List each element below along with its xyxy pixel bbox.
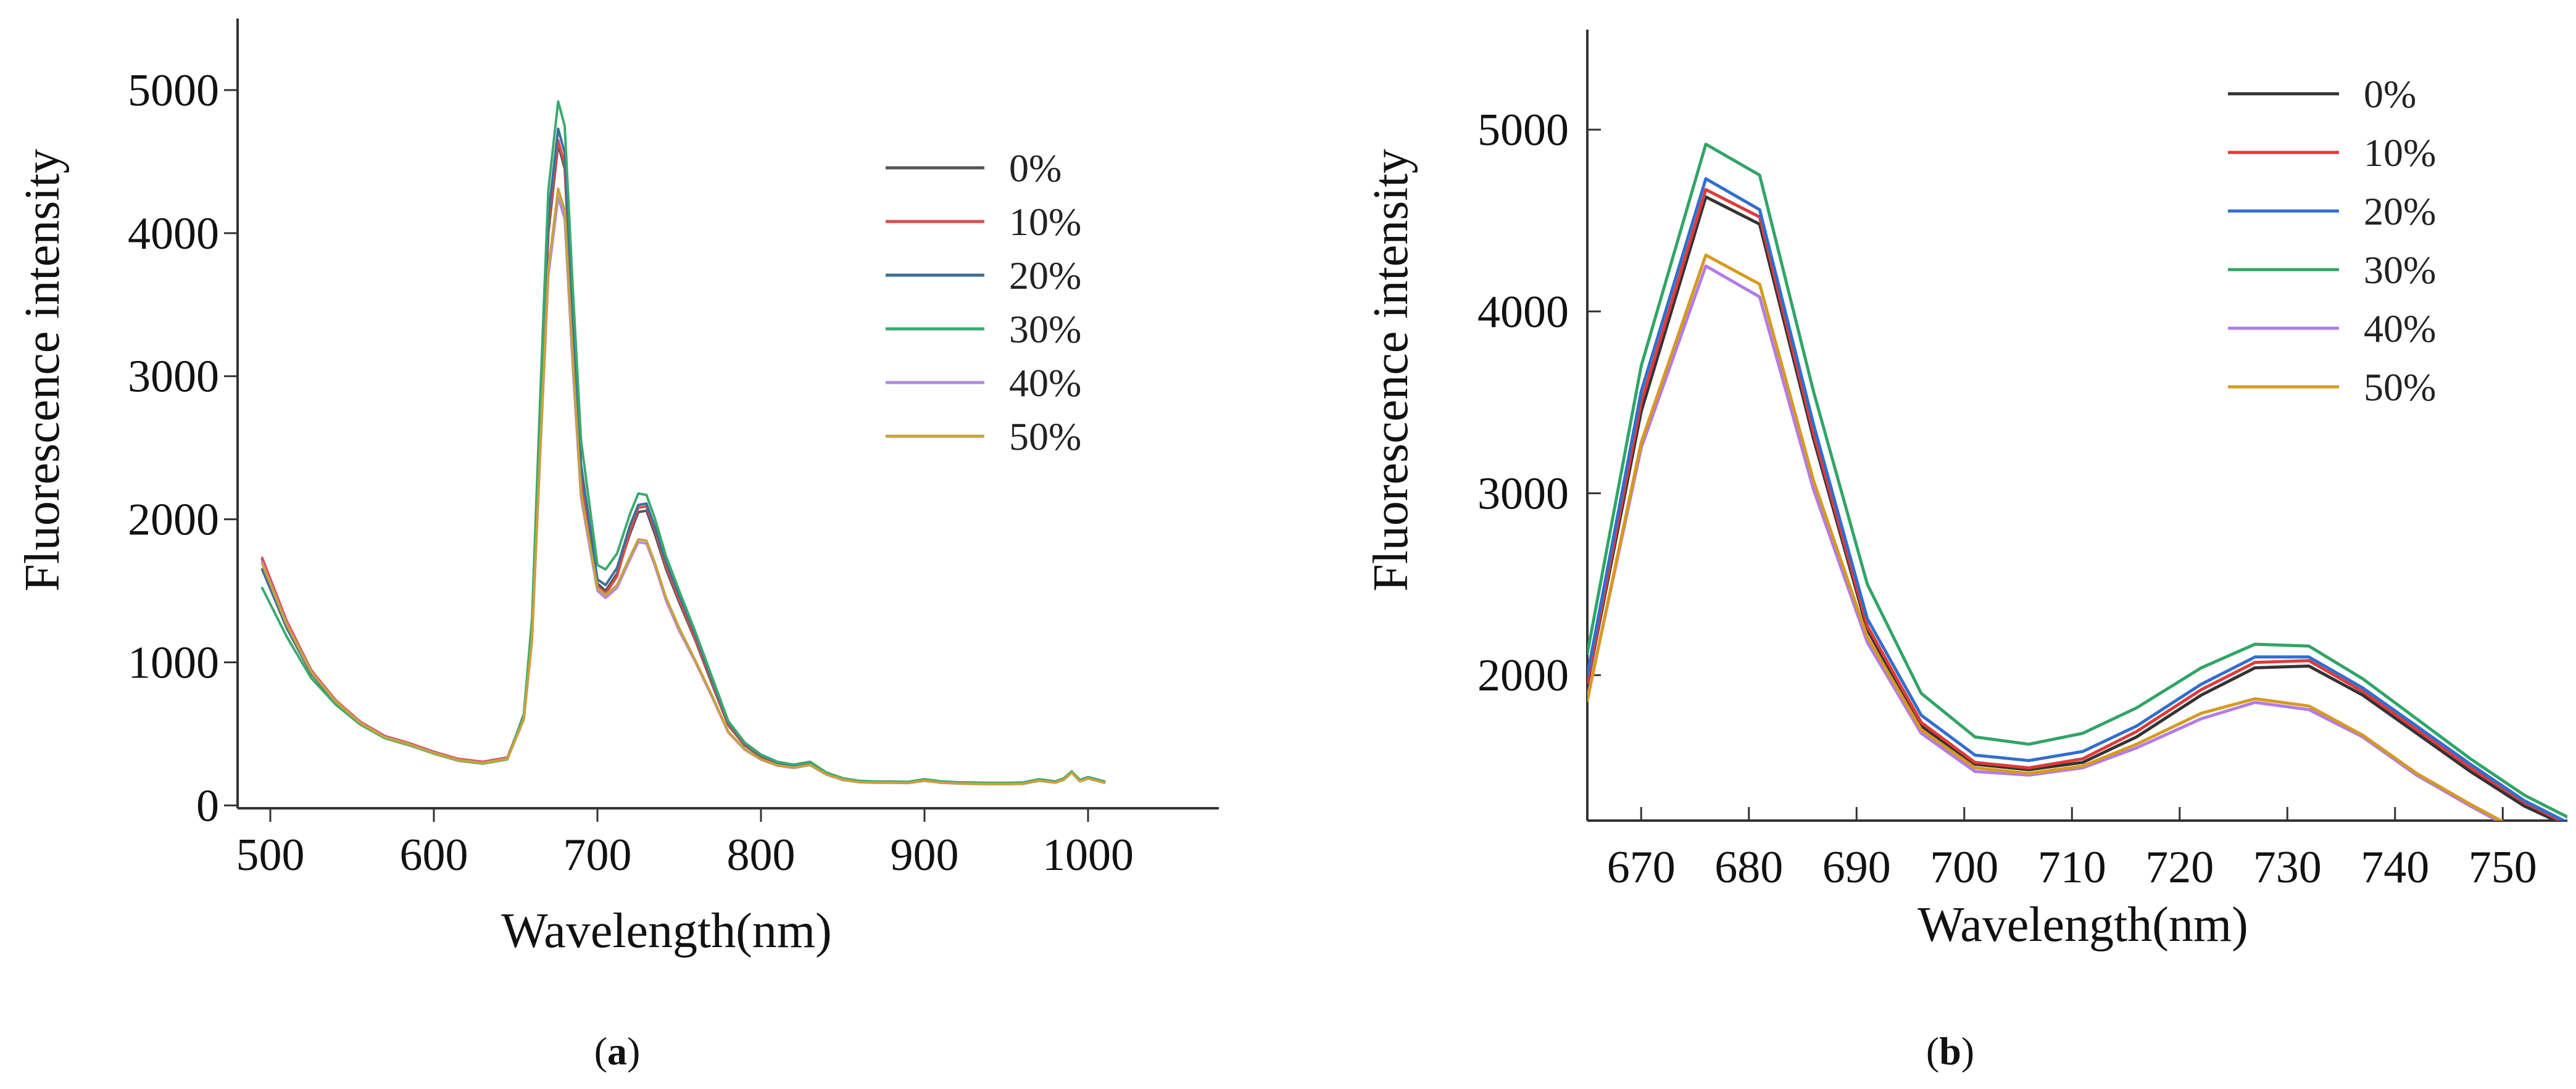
chart-panel-a: 500 600 700 800 900 1000 0 1000 2000 3000 4000 5000… [15, 19, 1219, 1073]
panel-a-legend-label-0: 0% [1009, 146, 1062, 190]
panel-b-x-tick-label: 690 [1822, 842, 1891, 893]
panel-a-y-tick-label: 0 [196, 781, 219, 831]
panel-b-x-tick-label: 750 [2469, 842, 2537, 893]
panel-a-x-tick-label: 800 [727, 830, 796, 880]
panel-a-x-tick-label: 600 [400, 830, 468, 880]
panel-b-x-tick-label: 680 [1714, 842, 1783, 893]
panel-a-axes [236, 19, 1219, 810]
panel-b-ticks: 670 680 690 700 710 720 730 740 750 2000 3000 4000 5… [1477, 105, 2537, 893]
panel-b-series-3 [1587, 143, 2567, 819]
panel-b-x-tick-label: 730 [2253, 842, 2322, 893]
panel-a-legend-label-4: 40% [1009, 361, 1081, 405]
panel-a-caption-letter: a [607, 1029, 627, 1073]
panel-b-series-5 [1587, 253, 2504, 821]
panel-a-series-5 [260, 187, 1106, 785]
panel-a-series-group [260, 100, 1106, 785]
panel-a-x-axis-title: Wavelength(nm) [501, 904, 832, 958]
panel-a-series-1 [260, 139, 1106, 785]
panel-b-legend-label-0: 0% [2364, 72, 2416, 116]
panel-b-legend-label-4: 40% [2364, 307, 2436, 350]
panel-a-legend-label-3: 30% [1009, 307, 1081, 351]
panel-b-axes [1586, 30, 2567, 822]
panel-a-y-tick-label: 5000 [128, 65, 219, 116]
panel-b-x-tick-label: 710 [2038, 842, 2106, 893]
panel-b-y-tick-label: 4000 [1477, 287, 1569, 337]
panel-b-y-tick-label: 3000 [1477, 469, 1569, 520]
panel-b-y-axis-title: Fluorescence intensity [1364, 149, 1418, 592]
panel-b-x-tick-label: 700 [1930, 842, 1998, 893]
panel-a-series-2 [260, 127, 1106, 785]
panel-a-series-0 [260, 143, 1106, 785]
panel-a-series-4 [260, 196, 1106, 785]
panel-b-y-tick-label: 5000 [1477, 105, 1569, 155]
panel-a-x-tick-label: 900 [891, 830, 959, 880]
panel-a-legend-label-5: 50% [1009, 415, 1081, 458]
panel-b-legend: 0% 10% 20% 30% 40% 50% [2228, 72, 2436, 409]
panel-b-x-tick-label: 740 [2361, 842, 2429, 893]
panel-a-legend-label-1: 10% [1009, 200, 1081, 244]
panel-a-y-tick-label: 1000 [128, 637, 219, 688]
panel-b-x-tick-label: 670 [1607, 842, 1676, 893]
panel-a-legend-label-2: 20% [1009, 254, 1081, 297]
panel-a-x-tick-label: 700 [563, 830, 632, 880]
panel-a-y-tick-label: 4000 [128, 209, 219, 259]
panel-a-x-tick-label: 1000 [1042, 830, 1134, 880]
panel-b-x-axis-title: Wavelength(nm) [1917, 898, 2248, 952]
panel-a-caption: (a) [594, 1029, 641, 1073]
panel-a-ticks: 500 600 700 800 900 1000 0 1000 2000 3000 4000 5000 [128, 65, 1134, 880]
panel-b-caption-letter: b [1939, 1029, 1961, 1073]
chart-panel-b: 670 680 690 700 710 720 730 740 750 2000 3000 4000 5… [1364, 30, 2567, 1073]
panel-b-series-2 [1587, 177, 2567, 821]
panel-b-series-4 [1587, 264, 2501, 821]
panel-b-series-1 [1587, 188, 2564, 821]
panel-a-y-tick-label: 3000 [128, 352, 219, 402]
panel-b-y-tick-label: 2000 [1477, 650, 1569, 701]
panel-a-series-3 [260, 100, 1106, 784]
panel-b-legend-label-1: 10% [2364, 131, 2436, 175]
panel-a-y-axis-title: Fluorescence intensity [15, 149, 70, 592]
panel-a-legend: 0% 10% 20% 30% 40% 50% [886, 146, 1081, 458]
panel-b-legend-label-3: 30% [2364, 248, 2436, 292]
panel-b-x-tick-label: 720 [2145, 842, 2214, 893]
panel-b-series-group [1587, 143, 2567, 821]
panel-a-x-tick-label: 500 [236, 830, 305, 880]
panel-b-legend-label-2: 20% [2364, 189, 2436, 233]
panel-b-caption: (b) [1926, 1029, 1974, 1073]
panel-b-legend-label-5: 50% [2364, 365, 2436, 409]
panel-b-series-0 [1587, 195, 2559, 821]
panel-a-y-tick-label: 2000 [128, 495, 219, 545]
